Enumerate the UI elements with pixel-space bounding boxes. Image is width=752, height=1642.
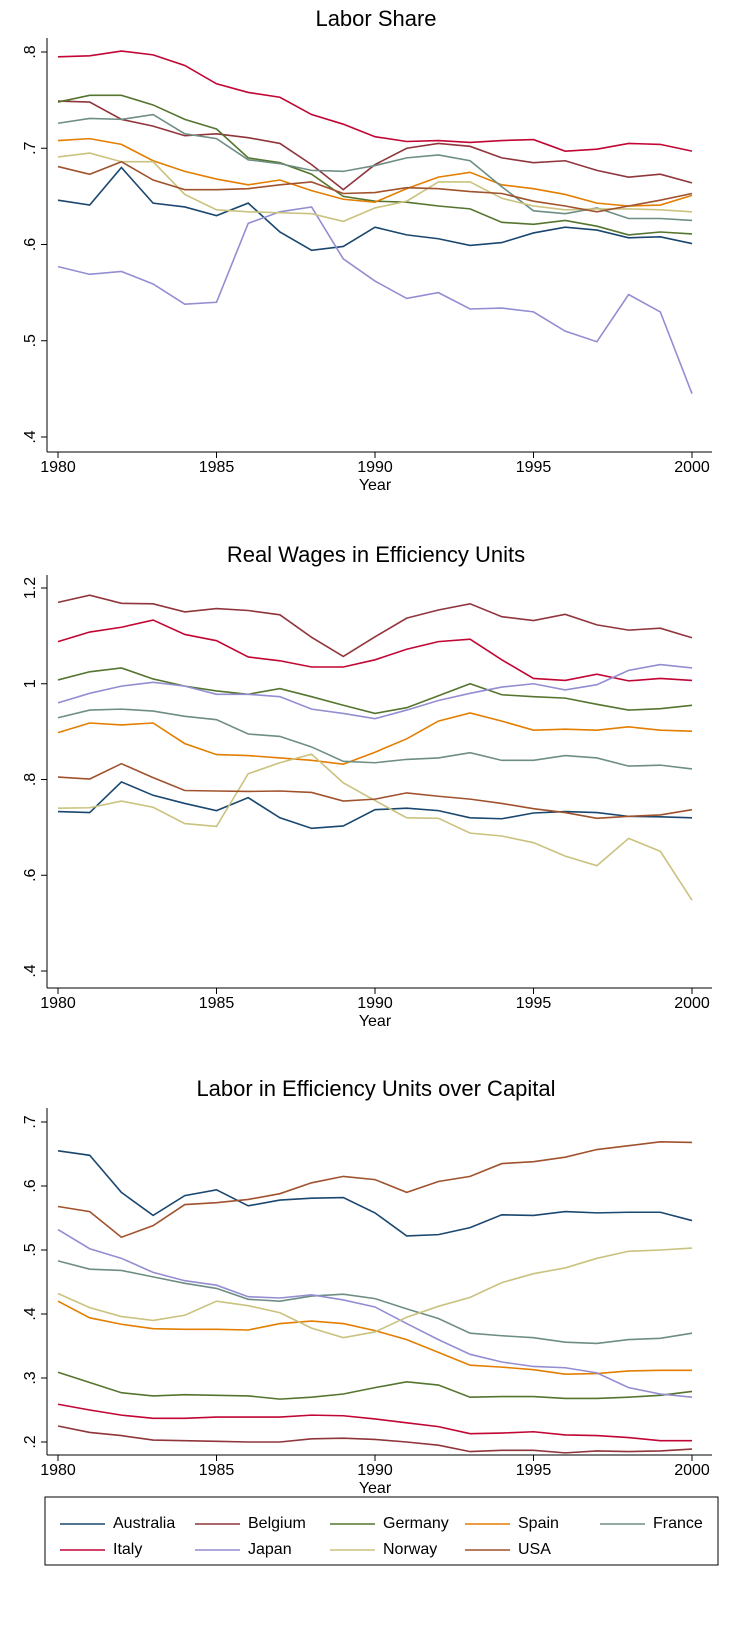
x-tick-label: 1990 <box>357 995 393 1012</box>
series-line <box>57 1247 693 1339</box>
x-tick-label: 1985 <box>199 459 235 476</box>
x-tick-label: 1985 <box>199 995 235 1012</box>
legend-label: Spain <box>518 1515 559 1532</box>
y-tick-label: 1.2 <box>22 577 39 599</box>
y-tick-label: .8 <box>22 45 39 58</box>
x-tick-label: 1980 <box>40 459 76 476</box>
x-axis-label: Year <box>359 1013 392 1030</box>
legend-label: USA <box>518 1541 551 1558</box>
y-tick-label: .3 <box>22 1371 39 1384</box>
x-axis-label: Year <box>359 477 392 494</box>
x-axis-label: Year <box>359 1480 392 1497</box>
legend-label: Norway <box>383 1541 437 1558</box>
series-line <box>57 594 693 658</box>
legend-label: Italy <box>113 1541 142 1558</box>
series-line <box>57 753 693 901</box>
y-tick-label: .7 <box>22 1115 39 1128</box>
series-line <box>57 667 693 715</box>
series-line <box>57 1403 692 1442</box>
x-tick-label: 2000 <box>674 459 710 476</box>
series-line <box>57 762 693 820</box>
y-tick-label: .4 <box>22 964 39 977</box>
y-tick-label: .8 <box>22 773 39 786</box>
legend-label: Australia <box>113 1515 175 1532</box>
series-line <box>57 1300 692 1375</box>
x-tick-label: 2000 <box>674 995 710 1012</box>
chart-title: Labor in Efficiency Units over Capital <box>196 1076 555 1101</box>
panel: Labor in Efficiency Units over Capital .2… <box>22 1076 712 1497</box>
series-line <box>57 94 693 236</box>
series-line <box>57 1150 693 1237</box>
y-tick-label: .2 <box>22 1435 39 1448</box>
series-line <box>57 113 693 222</box>
series-line <box>57 1425 693 1454</box>
y-tick-label: .6 <box>22 238 39 251</box>
chart-title: Labor Share <box>315 6 436 31</box>
panel: Real Wages in Efficiency Units .4 .6 .8 1 1.2… <box>22 542 712 1030</box>
series-line <box>57 160 693 213</box>
y-tick-label: .4 <box>22 1307 39 1320</box>
y-tick-label: .5 <box>22 1243 39 1256</box>
series-line <box>57 206 693 394</box>
series-line <box>57 780 693 830</box>
series-line <box>57 708 693 770</box>
y-tick-label: .7 <box>22 141 39 154</box>
x-tick-label: 1980 <box>40 1462 76 1479</box>
series-line <box>57 100 693 191</box>
series-line <box>57 1141 693 1239</box>
legend-label: France <box>653 1515 703 1532</box>
series-line <box>57 50 693 152</box>
x-tick-label: 1990 <box>357 459 393 476</box>
series-line <box>57 619 693 682</box>
chart-title: Real Wages in Efficiency Units <box>227 542 525 567</box>
series-line <box>57 663 693 720</box>
x-tick-label: 1995 <box>516 995 552 1012</box>
x-tick-label: 1990 <box>357 1462 393 1479</box>
x-tick-label: 1980 <box>40 995 76 1012</box>
legend-label: Germany <box>383 1515 449 1532</box>
legend-box <box>44 1496 719 1566</box>
legend: Australia Belgium Germany Spain France Italy J… <box>44 1496 719 1566</box>
series-line <box>57 137 693 207</box>
x-tick-label: 1985 <box>199 1462 235 1479</box>
series-line <box>57 1260 693 1345</box>
y-tick-label: .5 <box>22 334 39 347</box>
series-line <box>57 712 693 765</box>
series-line <box>57 166 693 252</box>
panel: Labor Share .4 .5 .6 .7 .8 1980 1985 1990 1995 200… <box>22 6 712 494</box>
legend-label: Belgium <box>248 1515 306 1532</box>
x-tick-label: 1995 <box>516 459 552 476</box>
y-tick-label: .6 <box>22 868 39 881</box>
x-tick-label: 1995 <box>516 1462 552 1479</box>
y-tick-label: .4 <box>22 430 39 443</box>
x-tick-label: 2000 <box>674 1462 710 1479</box>
series-line <box>57 1228 693 1398</box>
series-line <box>57 1371 693 1400</box>
y-tick-label: .6 <box>22 1179 39 1192</box>
y-tick-label: 1 <box>22 679 39 688</box>
legend-label: Japan <box>248 1541 292 1558</box>
